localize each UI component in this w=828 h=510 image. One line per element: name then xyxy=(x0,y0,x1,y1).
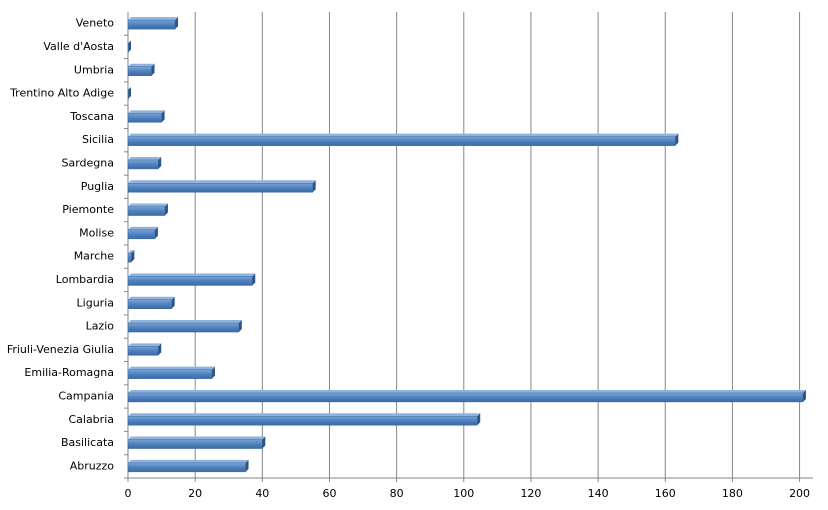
y-tick-label: Marche xyxy=(74,250,115,263)
bar xyxy=(127,439,263,449)
bar-side xyxy=(164,203,168,216)
x-tick-label: 60 xyxy=(322,487,336,500)
bar xyxy=(127,462,246,473)
bar-top xyxy=(128,17,179,21)
bar-top xyxy=(128,296,175,300)
bar xyxy=(127,252,132,263)
x-tick-label: 120 xyxy=(520,487,541,500)
bar-top xyxy=(128,320,242,324)
bar-side xyxy=(131,250,135,263)
bar-side xyxy=(151,63,155,76)
y-tick-label: Lombardia xyxy=(56,273,114,286)
bar-top xyxy=(128,250,135,254)
bar xyxy=(127,159,159,170)
bar-side xyxy=(154,226,158,239)
bar xyxy=(127,346,159,356)
x-tick-label: 100 xyxy=(453,487,474,500)
bar-side xyxy=(158,343,162,356)
bar xyxy=(127,322,240,333)
bar-side xyxy=(262,436,266,449)
x-tick-label: 180 xyxy=(722,487,743,500)
bar-side xyxy=(161,110,165,123)
bar-top xyxy=(128,343,162,347)
bar-side xyxy=(675,133,679,146)
bar xyxy=(127,136,676,146)
bar-top xyxy=(128,180,316,184)
y-tick-label: Piemonte xyxy=(62,203,114,216)
y-tick-label: Sardegna xyxy=(62,156,115,169)
bar xyxy=(127,299,172,309)
bar xyxy=(127,19,176,30)
bar-top xyxy=(128,133,679,137)
y-tick-label: Trentino Alto Adige xyxy=(9,87,114,100)
x-tick-label: 160 xyxy=(655,487,676,500)
y-tick-label: Campania xyxy=(58,389,114,402)
bar xyxy=(127,369,213,379)
bar-top xyxy=(128,156,162,160)
bar xyxy=(127,416,478,426)
bar-side xyxy=(802,389,806,402)
bar xyxy=(127,206,166,216)
bar-top xyxy=(128,110,165,114)
bar-side xyxy=(238,320,242,333)
x-tick-label: 0 xyxy=(125,487,132,500)
bar-top xyxy=(128,203,168,207)
bar-side xyxy=(171,296,175,309)
bar-top xyxy=(128,226,158,230)
bar xyxy=(127,276,253,286)
bar-top xyxy=(128,366,215,370)
bar xyxy=(127,43,129,53)
y-tick-label: Calabria xyxy=(68,413,114,426)
y-tick-label: Basilicata xyxy=(61,436,114,449)
bar-top xyxy=(128,413,481,417)
x-tick-label: 200 xyxy=(789,487,810,500)
bar-side xyxy=(175,17,179,30)
y-tick-label: Veneto xyxy=(76,17,114,30)
y-tick-label: Emilia-Romagna xyxy=(24,366,114,379)
y-tick-label: Lazio xyxy=(86,320,115,333)
y-tick-label: Sicilia xyxy=(82,133,114,146)
bar-top xyxy=(128,273,256,277)
bar-side xyxy=(158,156,162,169)
bar-top xyxy=(128,459,249,463)
bar-side xyxy=(211,366,215,379)
x-tick-label: 80 xyxy=(390,487,404,500)
y-tick-label: Molise xyxy=(79,226,114,239)
bar-side xyxy=(312,180,316,193)
bar-side xyxy=(477,413,481,426)
y-tick-label: Friuli-Venezia Giulia xyxy=(7,343,114,356)
y-tick-label: Liguria xyxy=(77,296,114,309)
y-tick-label: Puglia xyxy=(81,180,114,193)
bar-side xyxy=(245,459,249,472)
y-tick-label: Umbria xyxy=(74,63,114,76)
y-tick-label: Abruzzo xyxy=(70,459,115,472)
bar xyxy=(127,89,129,100)
bar-top xyxy=(128,63,155,67)
x-tick-label: 20 xyxy=(188,487,202,500)
y-tick-label: Toscana xyxy=(69,110,114,123)
bar xyxy=(127,183,313,193)
y-tick-label: Valle d'Aosta xyxy=(43,40,114,53)
x-tick-label: 140 xyxy=(588,487,609,500)
bar xyxy=(127,66,152,76)
bar-top xyxy=(128,389,806,393)
bar xyxy=(127,229,156,240)
bar-side xyxy=(252,273,256,286)
bar xyxy=(127,113,162,123)
x-tick-label: 40 xyxy=(255,487,269,500)
bar xyxy=(127,392,804,403)
bar-top xyxy=(128,436,266,440)
